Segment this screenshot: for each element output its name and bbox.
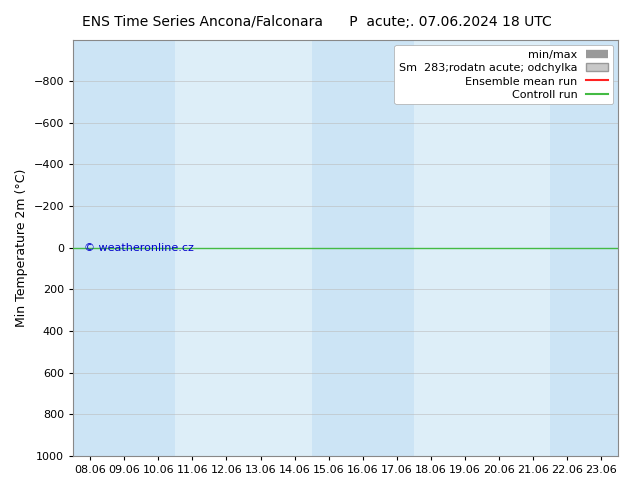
Bar [346, 40, 380, 456]
Bar [550, 40, 585, 456]
Bar [141, 40, 176, 456]
Text: © weatheronline.cz: © weatheronline.cz [84, 243, 194, 253]
Text: ENS Time Series Ancona/Falconara      P  acute;. 07.06.2024 18 UTC: ENS Time Series Ancona/Falconara P acute… [82, 15, 552, 29]
Legend: min/max, Sm  283;rodatn acute; odchylka, Ensemble mean run, Controll run: min/max, Sm 283;rodatn acute; odchylka, … [394, 45, 613, 104]
Y-axis label: Min Temperature 2m (°C): Min Temperature 2m (°C) [15, 169, 28, 327]
Bar [312, 40, 346, 456]
Bar [585, 40, 619, 456]
Bar [73, 40, 107, 456]
Bar [380, 40, 414, 456]
Bar [107, 40, 141, 456]
